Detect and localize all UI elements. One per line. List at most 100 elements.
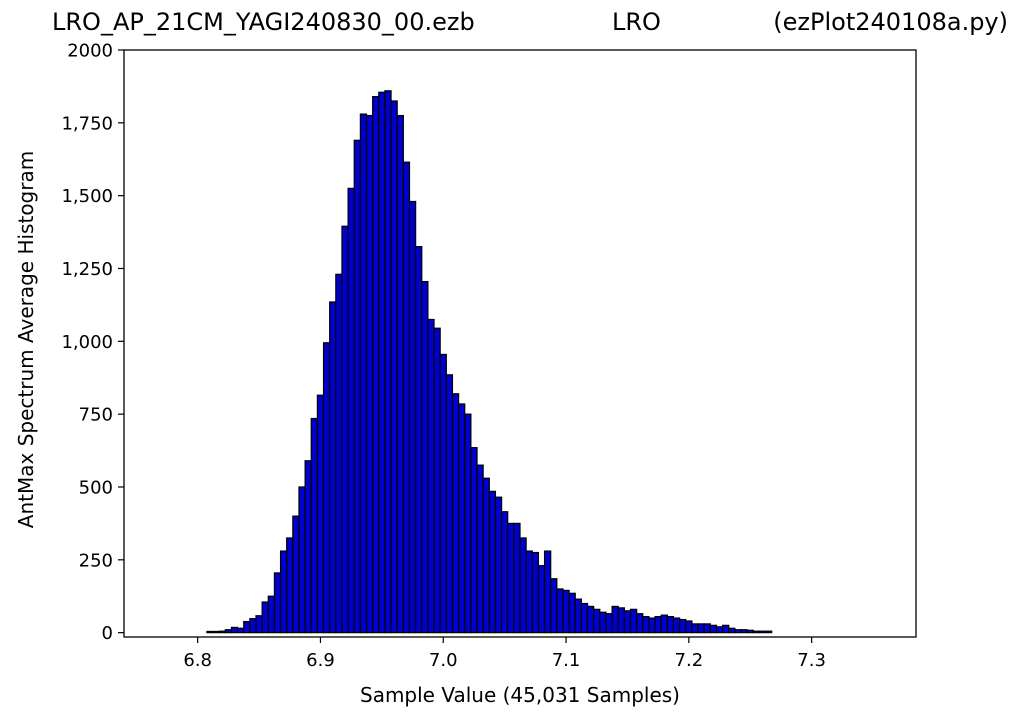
histogram-bar [390, 100, 398, 634]
histogram-bar [525, 550, 533, 634]
y-axis-label: AntMax Spectrum Average Histogram [14, 151, 38, 528]
y-tick-label: 1,500 [61, 186, 113, 207]
histogram-bar [623, 610, 632, 634]
histogram-bar [740, 629, 748, 634]
histogram-bar [494, 496, 503, 634]
histogram-bar [255, 615, 263, 634]
histogram-bar [752, 630, 761, 634]
histogram-bar [513, 522, 521, 634]
histogram-bar [715, 626, 724, 634]
histogram-bar [224, 629, 233, 634]
histogram-bar [648, 617, 656, 634]
histogram-bar [304, 460, 312, 634]
plot-frame [123, 49, 917, 638]
histogram-bar [617, 607, 625, 634]
histogram-bar [273, 572, 282, 634]
histogram-bar [396, 114, 404, 634]
histogram-bar [574, 598, 582, 634]
histogram-bar [734, 629, 742, 634]
y-tick-label: 2000 [67, 41, 113, 62]
histogram-bar [322, 342, 331, 634]
histogram-bar [519, 537, 527, 634]
histogram-bar [310, 417, 318, 634]
chart-script-name: (ezPlot240108a.py) [773, 8, 1008, 36]
x-axis-ticks: 6.8 6.9 7.0 7.1 7.2 7.3 [183, 637, 826, 671]
y-tick-label: 250 [79, 550, 113, 571]
histogram-bar [580, 602, 589, 634]
histogram-bar [230, 626, 239, 634]
y-tick-label: 1,250 [61, 259, 113, 280]
histogram-bar [611, 605, 619, 634]
x-tick-label: 6.8 [183, 650, 212, 671]
chart-station-name: LRO [612, 8, 661, 36]
histogram-bar [298, 486, 306, 634]
histogram-bar [488, 490, 497, 634]
histogram-bar [599, 611, 607, 634]
histogram-bar [636, 613, 644, 634]
histogram-bar [550, 578, 558, 634]
histogram-bar [764, 630, 773, 634]
histogram-bar [593, 608, 601, 634]
histogram-bar [703, 623, 711, 634]
histogram-bar [212, 630, 220, 634]
histogram-bar [568, 592, 576, 634]
y-axis-ticks: 0 250 500 750 1,000 1,250 1,500 1,750 2000 [61, 41, 124, 644]
histogram-bar [335, 273, 343, 634]
histogram-bar [685, 620, 693, 634]
histogram-bar [543, 550, 552, 634]
histogram-bar [329, 301, 337, 634]
histogram-bar [451, 393, 460, 634]
histogram-bar [672, 617, 681, 634]
histogram-bar [722, 624, 730, 634]
histogram-bar [365, 114, 374, 634]
histogram-bar [261, 601, 269, 634]
x-tick-label: 7.2 [675, 650, 704, 671]
x-tick-label: 7.1 [552, 650, 581, 671]
y-tick-label: 1,750 [61, 113, 113, 134]
histogram-bar [482, 477, 490, 634]
histogram-bar [292, 515, 300, 634]
histogram-bar [666, 616, 675, 634]
histogram-bar [433, 327, 441, 634]
histogram-bar [384, 90, 392, 634]
histogram-bar [758, 630, 767, 634]
histogram-bar [507, 522, 515, 634]
histogram-bar [236, 627, 245, 634]
histogram-bar [556, 588, 564, 634]
histogram-bar [421, 280, 429, 634]
histogram-bar [218, 630, 226, 634]
histogram-bar [679, 618, 687, 634]
histogram-bar [697, 623, 705, 634]
y-tick-label: 1,000 [61, 332, 113, 353]
histogram-bar [642, 616, 650, 634]
histogram-bar [378, 91, 386, 634]
histogram-bar [476, 464, 484, 634]
y-tick-label: 500 [79, 477, 113, 498]
histogram-bar [445, 374, 454, 634]
histogram-bar [372, 96, 380, 634]
histogram-bar [728, 627, 736, 634]
histogram-bar [206, 630, 214, 634]
y-tick-label: 0 [102, 623, 113, 644]
histogram-bar [586, 605, 595, 634]
histogram-bar [427, 318, 435, 634]
histogram-bar [347, 187, 355, 634]
histogram-bar [439, 353, 447, 634]
x-tick-label: 7.3 [797, 650, 826, 671]
histogram-bars [206, 90, 773, 634]
histogram-bar [537, 565, 546, 634]
histogram-bar [243, 620, 251, 634]
histogram-bar [415, 246, 423, 634]
x-axis-label: Sample Value (45,031 Samples) [360, 683, 680, 707]
histogram-bar [286, 537, 294, 634]
histogram-bar [660, 614, 668, 634]
x-tick-label: 7.0 [429, 650, 458, 671]
histogram-bar [709, 624, 718, 634]
histogram-bar [746, 629, 754, 634]
histogram-bar [458, 403, 466, 634]
histogram-bar [605, 613, 613, 634]
histogram-bar [470, 447, 478, 634]
histogram-bar [279, 550, 288, 634]
histogram-bar [341, 225, 349, 634]
